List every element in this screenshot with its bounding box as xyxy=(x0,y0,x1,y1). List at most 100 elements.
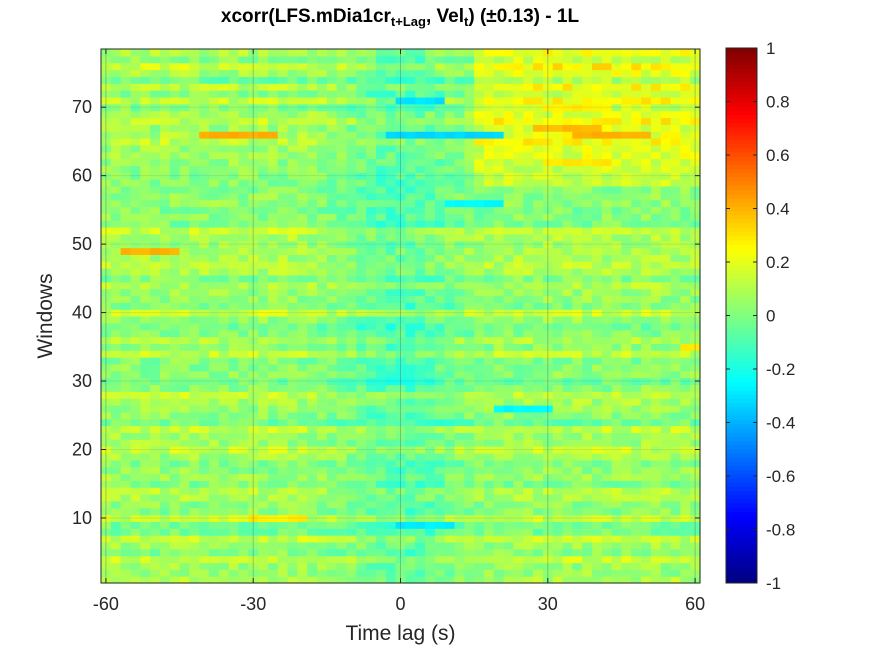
heatmap-cell xyxy=(238,336,249,344)
heatmap-cell xyxy=(189,569,200,577)
heatmap-cell xyxy=(120,569,132,577)
heatmap-cell xyxy=(336,138,348,146)
heatmap-cell xyxy=(199,425,210,433)
heatmap-cell xyxy=(641,363,652,372)
heatmap-cell xyxy=(503,233,515,242)
heatmap-cell xyxy=(159,487,171,495)
heatmap-cell xyxy=(523,514,534,522)
heatmap-cell xyxy=(493,124,505,132)
heatmap-cell xyxy=(444,309,456,317)
heatmap-cell xyxy=(248,357,259,365)
heatmap-cell xyxy=(326,322,338,331)
heatmap-cell xyxy=(317,329,328,338)
heatmap-cell xyxy=(562,288,573,297)
heatmap-cell xyxy=(130,254,141,262)
heatmap-cell xyxy=(385,90,397,98)
heatmap-cell xyxy=(680,90,691,98)
heatmap-cell xyxy=(493,83,505,91)
heatmap-cell xyxy=(336,322,348,331)
heatmap-cell xyxy=(415,446,426,454)
heatmap-cell xyxy=(169,548,181,557)
heatmap-cell xyxy=(218,55,230,64)
heatmap-cell xyxy=(179,500,190,509)
heatmap-cell xyxy=(395,432,407,440)
heatmap-cell xyxy=(405,418,416,427)
heatmap-cell xyxy=(434,151,446,160)
heatmap-cell xyxy=(267,302,279,310)
heatmap-cell xyxy=(238,316,249,324)
heatmap-cell xyxy=(562,192,573,201)
heatmap-cell xyxy=(434,439,446,447)
heatmap-cell xyxy=(326,514,338,522)
heatmap-cell xyxy=(621,220,632,228)
heatmap-cell xyxy=(493,541,505,550)
heatmap-cell xyxy=(572,418,583,427)
heatmap-cell xyxy=(680,247,691,255)
heatmap-cell xyxy=(552,507,564,516)
heatmap-cell xyxy=(415,281,426,290)
heatmap-cell xyxy=(474,446,485,454)
heatmap-cell xyxy=(375,391,387,399)
heatmap-cell xyxy=(189,576,200,584)
heatmap-cell xyxy=(513,514,524,522)
heatmap-cell xyxy=(513,425,524,433)
heatmap-cell xyxy=(621,452,632,461)
heatmap-cell xyxy=(493,446,505,454)
heatmap-cell xyxy=(660,165,672,173)
heatmap-cell xyxy=(356,316,367,324)
heatmap-cell xyxy=(258,144,269,153)
heatmap-cell xyxy=(690,507,701,516)
heatmap-cell xyxy=(258,240,269,249)
heatmap-cell xyxy=(434,131,446,139)
heatmap-cell xyxy=(317,514,328,522)
heatmap-cell xyxy=(444,247,456,255)
heatmap-cell xyxy=(523,535,534,543)
heatmap-cell xyxy=(425,452,436,461)
heatmap-cell xyxy=(395,494,407,502)
heatmap-cell xyxy=(110,295,122,303)
heatmap-cell xyxy=(287,213,298,221)
heatmap-cell xyxy=(425,309,436,317)
heatmap-cell xyxy=(120,391,132,399)
heatmap-cell xyxy=(454,555,465,564)
heatmap-cell xyxy=(366,138,377,146)
heatmap-cell xyxy=(434,302,446,310)
heatmap-cell xyxy=(228,247,240,255)
heatmap-cell xyxy=(650,309,662,317)
heatmap-cell xyxy=(199,329,210,338)
heatmap-cell xyxy=(346,480,357,488)
heatmap-cell xyxy=(140,569,151,577)
heatmap-cell xyxy=(287,576,298,584)
heatmap-cell xyxy=(405,179,416,187)
heatmap-cell xyxy=(287,411,298,420)
heatmap-cell xyxy=(591,233,603,242)
heatmap-cell xyxy=(346,124,357,132)
heatmap-cell xyxy=(218,357,230,365)
heatmap-cell xyxy=(238,452,249,461)
heatmap-cell xyxy=(513,507,524,516)
heatmap-cell xyxy=(680,370,691,379)
heatmap-cell xyxy=(366,357,377,365)
heatmap-cell xyxy=(444,494,456,502)
heatmap-cell xyxy=(218,391,230,399)
heatmap-cell xyxy=(189,535,200,543)
heatmap-cell xyxy=(533,124,544,132)
heatmap-cell xyxy=(601,295,613,303)
heatmap-cell xyxy=(503,179,515,187)
heatmap-cell xyxy=(591,90,603,98)
heatmap-cell xyxy=(238,151,249,160)
heatmap-cell xyxy=(385,418,397,427)
heatmap-cell xyxy=(375,90,387,98)
heatmap-cell xyxy=(199,363,210,372)
heatmap-cell xyxy=(641,576,652,584)
heatmap-cell xyxy=(199,247,210,255)
heatmap-cell xyxy=(248,439,259,447)
heatmap-cell xyxy=(650,274,662,283)
heatmap-cell xyxy=(130,144,141,153)
heatmap-cell xyxy=(650,288,662,297)
heatmap-cell xyxy=(621,268,632,276)
heatmap-cell xyxy=(621,439,632,447)
heatmap-cell xyxy=(621,309,632,317)
heatmap-cell xyxy=(650,199,662,208)
heatmap-cell xyxy=(218,309,230,317)
